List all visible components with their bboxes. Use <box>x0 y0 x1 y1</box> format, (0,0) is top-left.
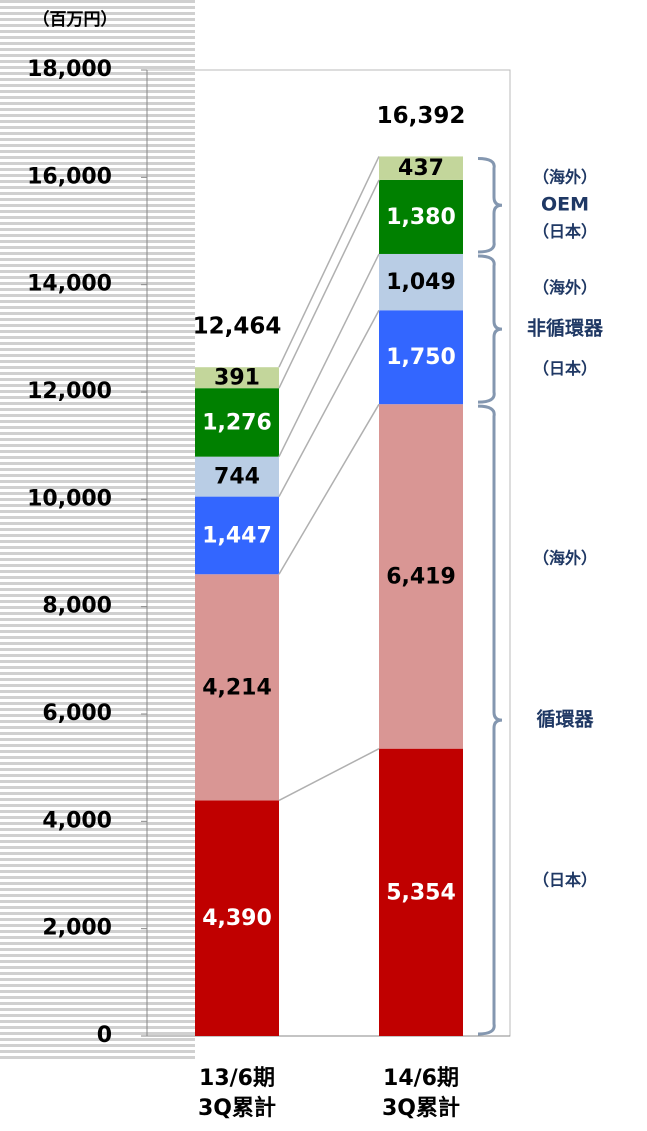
y-tick-label: 6,000 <box>42 701 112 726</box>
bracket <box>477 254 503 404</box>
series-label: （日本） <box>533 359 597 378</box>
connector <box>278 403 380 575</box>
series-label: （日本） <box>533 871 597 890</box>
bar-segment <box>195 456 279 497</box>
y-tick-label: 14,000 <box>27 272 112 297</box>
bar-segment <box>195 388 279 457</box>
series-label: （海外） <box>533 167 597 186</box>
y-tick-label: 12,000 <box>27 379 112 404</box>
x-tick-label: 13/6期 3Q累計 <box>197 1066 276 1121</box>
series-label: （日本） <box>533 222 597 241</box>
y-tick-label: 2,000 <box>42 916 112 941</box>
value-label: 1,276 <box>202 410 272 435</box>
connector <box>278 748 380 802</box>
background-stripes <box>0 0 195 1060</box>
bar-segment <box>195 496 279 575</box>
value-label: 6,419 <box>386 564 456 589</box>
bar-segment <box>195 367 279 389</box>
value-label: 744 <box>214 465 260 490</box>
value-label: 437 <box>398 156 444 181</box>
bar-segment <box>195 574 279 801</box>
y-tick-label: 4,000 <box>42 808 112 833</box>
series-label: （海外） <box>533 278 597 297</box>
value-label: 1,380 <box>386 205 456 230</box>
value-label: 4,214 <box>202 675 272 700</box>
bar-segment <box>379 748 463 1036</box>
group-label: 循環器 <box>536 708 594 731</box>
y-tick-label: 0 <box>97 1023 112 1048</box>
bracket <box>477 156 503 254</box>
value-label: 1,447 <box>202 523 272 548</box>
group-label: 非循環器 <box>527 317 604 340</box>
value-label: 391 <box>214 366 260 391</box>
bar-segment <box>195 800 279 1036</box>
value-label: 5,354 <box>386 880 456 905</box>
connector <box>278 253 380 458</box>
bracket <box>477 404 503 1036</box>
group-label: OEM <box>541 194 589 216</box>
x-tick-label: 14/6期 3Q累計 <box>381 1066 460 1121</box>
y-tick-label: 8,000 <box>42 594 112 619</box>
y-tick-label: 10,000 <box>27 486 112 511</box>
value-label: 4,390 <box>202 906 272 931</box>
y-tick-label: 18,000 <box>27 57 112 82</box>
series-label: （海外） <box>533 549 597 568</box>
unit-label: （百万円） <box>33 9 118 30</box>
y-tick-label: 16,000 <box>27 164 112 189</box>
connector <box>278 179 380 389</box>
bar-segment <box>379 156 463 180</box>
connector <box>278 309 380 497</box>
total-label: 16,392 <box>377 103 466 129</box>
bar-segment <box>379 253 463 311</box>
connector <box>278 156 380 368</box>
value-label: 1,750 <box>386 345 456 370</box>
bar-segment <box>379 404 463 749</box>
bar-segment <box>379 310 463 405</box>
value-label: 1,049 <box>386 270 456 295</box>
total-label: 12,464 <box>193 314 282 340</box>
bar-segment <box>379 179 463 254</box>
